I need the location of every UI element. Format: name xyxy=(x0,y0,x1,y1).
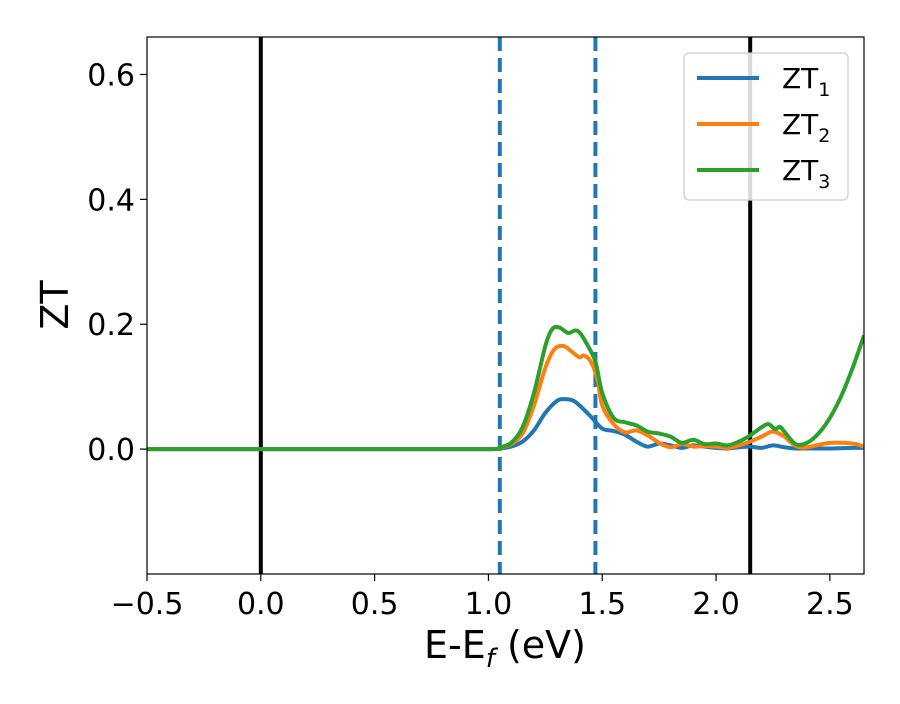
series-line-zt3 xyxy=(147,324,864,452)
x-tick-label-0: −0.5 xyxy=(111,587,184,622)
x-axis-label: E-Ef (eV) xyxy=(424,623,586,674)
x-tick-label-3: 1.0 xyxy=(465,587,513,622)
x-tick-label-5: 2.0 xyxy=(692,587,740,622)
x-tick-label-2: 0.5 xyxy=(351,587,399,622)
x-axis-ticks: −0.5 0.0 0.5 1.0 1.5 2.0 2.5 xyxy=(111,574,854,622)
legend-label-3: ZT3 xyxy=(782,154,830,193)
plot-frame xyxy=(146,36,865,575)
series-line-zt2 xyxy=(147,343,864,452)
reference-lines xyxy=(258,37,753,574)
y-tick-label-0: 0.0 xyxy=(87,433,135,468)
x-tick-label-4: 1.5 xyxy=(578,587,626,622)
series-line-zt1 xyxy=(147,397,864,452)
y-axis-label: ZT xyxy=(33,280,77,330)
y-axis-ticks: 0.0 0.2 0.4 0.6 xyxy=(87,58,147,468)
legend: ZT1 ZT2 ZT3 xyxy=(683,52,849,201)
series-layer xyxy=(147,324,864,452)
legend-label-1: ZT1 xyxy=(782,62,830,101)
x-tick-label-1: 0.0 xyxy=(237,587,285,622)
legend-entries: ZT1 ZT2 ZT3 xyxy=(697,62,830,193)
y-tick-label-2: 0.4 xyxy=(87,183,135,218)
y-tick-label-3: 0.6 xyxy=(87,58,135,93)
legend-label-2: ZT2 xyxy=(782,108,830,147)
x-tick-label-6: 2.5 xyxy=(806,587,854,622)
y-tick-label-1: 0.2 xyxy=(87,308,135,343)
legend-box xyxy=(683,52,849,201)
